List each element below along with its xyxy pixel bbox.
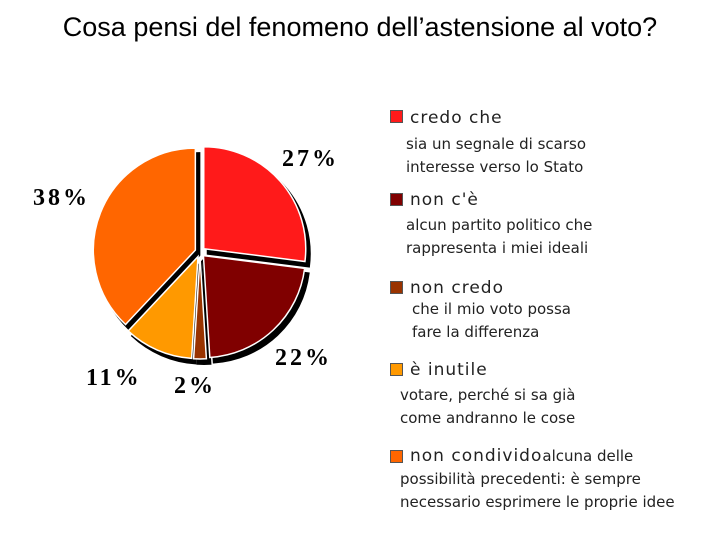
legend-head-1: credo che	[410, 108, 503, 128]
legend-body-4-line-1: votare, perché si sa già	[400, 386, 576, 404]
legend-body-5-line-2: necessario esprimere le proprie idee	[400, 493, 675, 511]
pie-slice-1	[203, 145, 307, 263]
legend-body-5: possibilità precedenti: è sempre necessa…	[400, 468, 675, 514]
pie-slice-4	[127, 254, 199, 360]
legend-swatch-4	[390, 363, 403, 376]
pie-label-2: 22%	[275, 345, 332, 371]
legend-head-4: è inutile	[410, 360, 488, 380]
pie-slice-2	[202, 254, 306, 359]
legend-swatch-1	[390, 110, 403, 123]
legend-body-2-line-2: rappresenta i miei ideali	[406, 239, 589, 257]
pie-label-1: 27%	[282, 146, 339, 172]
legend-head-2: non c'è	[410, 190, 479, 210]
pie-slice-3	[192, 256, 208, 360]
pie-label-5: 38%	[33, 185, 90, 211]
chart-title: Cosa pensi del fenomeno dell’astensione …	[62, 12, 658, 42]
legend-body-2-line-1: alcun partito politico che	[406, 216, 593, 234]
pie-slice-5	[92, 147, 197, 326]
legend-swatch-3	[390, 281, 403, 294]
legend-body-1-line-1: sia un segnale di scarso	[406, 135, 587, 153]
legend-body-1-line-2: interesse verso lo Stato	[406, 158, 584, 176]
legend-body-5-line-1: possibilità precedenti: è sempre	[400, 470, 641, 488]
legend-body-3: che il mio voto possa fare la differenza	[412, 298, 571, 344]
legend-body-4: votare, perché si sa già come andranno l…	[400, 384, 575, 430]
legend-swatch-5	[390, 450, 403, 463]
legend-head-5: non condividoalcuna delle	[410, 446, 633, 466]
legend-head-3: non credo	[410, 278, 504, 298]
legend-body-4-line-2: come andranno le cose	[400, 409, 576, 427]
legend-body-2: alcun partito politico che rappresenta i…	[406, 214, 592, 260]
legend-body-3-line-2: fare la differenza	[412, 323, 540, 341]
legend-body-3-line-1: che il mio voto possa	[412, 300, 571, 318]
legend-body-1: sia un segnale di scarso interesse verso…	[406, 133, 586, 179]
legend-swatch-2	[390, 193, 403, 206]
legend-head-5-tail: alcuna delle	[542, 447, 634, 465]
pie-label-3: 2%	[174, 373, 216, 399]
legend-head-5-main: non condivido	[410, 446, 543, 466]
pie-label-4: 11%	[86, 365, 142, 391]
